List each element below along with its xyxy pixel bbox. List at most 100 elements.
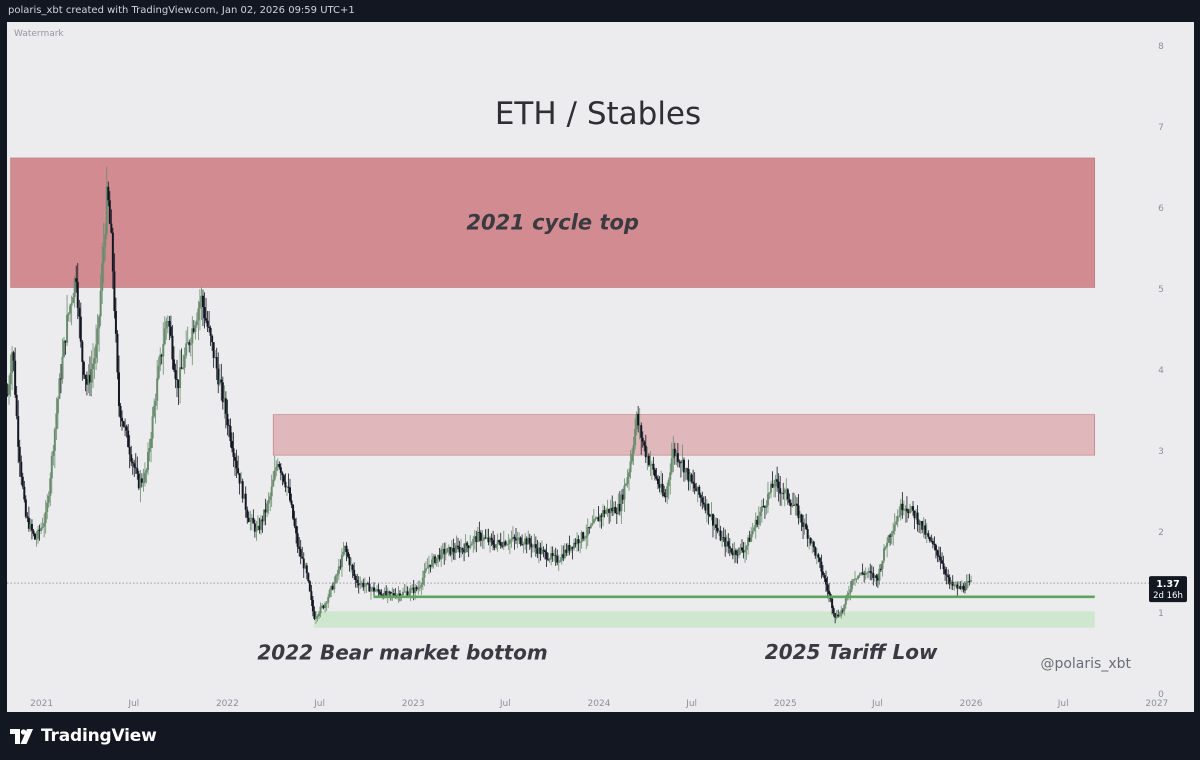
candle-body	[347, 552, 350, 557]
candle-body	[652, 463, 655, 470]
candle-body	[157, 365, 160, 379]
candle-body	[44, 511, 47, 523]
candle-body	[510, 539, 513, 541]
candle-body	[50, 455, 53, 479]
candle-body	[547, 559, 550, 561]
candle-body	[405, 591, 408, 593]
candle-body	[470, 543, 473, 546]
candle-body	[131, 461, 134, 464]
candle-body	[476, 532, 479, 543]
candle-body	[609, 507, 612, 514]
candle-body	[421, 577, 424, 585]
candle-body	[748, 537, 751, 542]
candle-body	[130, 454, 133, 462]
candle-body	[188, 342, 191, 346]
candle-body	[777, 481, 780, 489]
candle-body	[913, 510, 916, 519]
price-tick-label: 1	[1158, 609, 1164, 619]
candle-body	[806, 529, 809, 539]
candle-body	[73, 278, 76, 298]
candle-body	[511, 536, 514, 540]
candle-body	[40, 527, 43, 531]
candle-body	[608, 508, 611, 514]
candle-body	[140, 478, 143, 483]
candle-body	[710, 514, 713, 517]
candle-body	[835, 614, 838, 618]
candle-body	[151, 416, 154, 439]
candle-body	[562, 554, 565, 558]
candle-body	[504, 541, 507, 546]
candle-body	[92, 363, 95, 370]
candle-body	[725, 541, 728, 547]
candle-body	[553, 555, 556, 557]
tradingview-logo[interactable]: TradingView	[10, 726, 157, 746]
watermark-label: Watermark	[14, 29, 64, 39]
time-axis[interactable]: 2021 Jul 2022 Jul 2023 Jul 2024 Jul 2025 Jul 2026 J…	[30, 699, 1168, 709]
candle-body	[469, 545, 472, 548]
candle-body	[256, 525, 259, 528]
candle-body	[353, 569, 356, 576]
candle-body	[250, 517, 253, 520]
chart-panel[interactable]: Watermark 2021 cycle top 2022 Bear marke…	[7, 22, 1194, 712]
candle-body	[70, 303, 73, 306]
candle-body	[860, 572, 863, 575]
candle-body	[873, 575, 876, 578]
candle-body	[545, 551, 548, 560]
candle-body	[12, 352, 15, 361]
candle-body	[933, 543, 936, 546]
candle-body	[443, 548, 446, 555]
candle-body	[536, 548, 539, 554]
candle-body	[751, 530, 754, 535]
candle-body	[379, 591, 382, 595]
candle-body	[153, 405, 156, 417]
candle-body	[215, 357, 218, 369]
candle-body	[47, 495, 50, 503]
candle-body	[168, 321, 171, 327]
candle-body	[87, 374, 90, 385]
candle-body	[273, 470, 276, 480]
candle-body	[154, 400, 157, 406]
candle-body	[298, 546, 301, 549]
candle-body	[82, 361, 85, 376]
candle-body	[814, 547, 817, 556]
candle-body	[95, 344, 98, 359]
candle-body	[692, 481, 695, 484]
eth-stables-chart[interactable]: Watermark 2021 cycle top 2022 Bear marke…	[7, 22, 1194, 712]
candle-body	[525, 538, 528, 545]
candle-body	[116, 333, 119, 373]
candle-body	[802, 522, 805, 527]
candle-body	[556, 556, 559, 563]
zone-2021-cycle-top	[10, 157, 1096, 288]
candle-body	[666, 486, 669, 498]
candle-body	[924, 525, 927, 535]
candle-body	[742, 550, 745, 553]
candle-body	[169, 326, 172, 336]
candle-body	[343, 545, 346, 552]
candle-body	[388, 591, 391, 593]
candle-body	[342, 551, 345, 555]
candle-body	[478, 532, 481, 533]
candle-body	[209, 327, 212, 336]
candle-body	[49, 478, 52, 496]
candle-body	[128, 447, 131, 455]
candle-body	[863, 573, 866, 575]
candle-body	[304, 565, 307, 569]
candle-body	[899, 503, 902, 516]
candle-body	[837, 614, 840, 617]
candle-body	[724, 537, 727, 547]
candle-body	[931, 541, 934, 544]
candle-body	[753, 527, 756, 531]
candle-body	[180, 367, 183, 369]
candle-body	[385, 591, 388, 596]
candle-body	[812, 541, 815, 548]
time-tick-label: Jul	[499, 699, 511, 709]
candle-body	[600, 515, 603, 517]
candle-body	[702, 502, 705, 505]
price-tick-label: 8	[1158, 42, 1164, 52]
candle-body	[328, 590, 331, 598]
candle-body	[937, 555, 940, 557]
candle-body	[534, 544, 537, 549]
candle-body	[602, 510, 605, 517]
candle-body	[505, 543, 508, 546]
